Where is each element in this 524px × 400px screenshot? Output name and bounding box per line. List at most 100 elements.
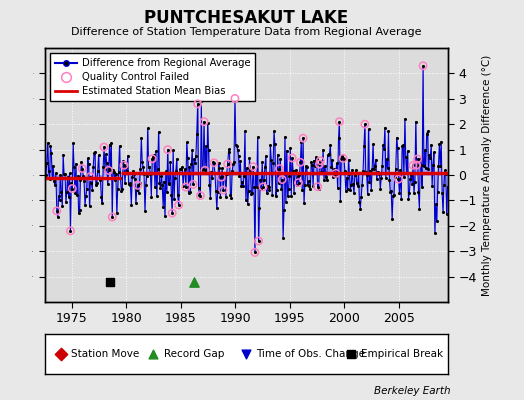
Point <box>394 176 402 182</box>
Point <box>399 142 407 148</box>
Point <box>221 171 229 177</box>
Point <box>213 188 222 195</box>
Point <box>211 170 219 176</box>
Point <box>46 143 54 149</box>
Point <box>313 184 322 190</box>
Point <box>391 166 400 172</box>
Point <box>422 164 430 171</box>
Point <box>50 178 58 185</box>
Point <box>296 159 304 166</box>
Point <box>279 235 287 241</box>
Point <box>120 162 128 168</box>
Point <box>394 144 402 151</box>
Point <box>156 185 165 191</box>
Text: Empirical Break: Empirical Break <box>361 349 443 359</box>
Point <box>322 173 330 180</box>
Point <box>328 157 336 163</box>
Point <box>397 196 406 202</box>
Point <box>353 183 362 189</box>
Point <box>238 179 246 186</box>
Point <box>307 159 315 166</box>
Point <box>147 194 156 200</box>
Point <box>411 118 420 125</box>
Point <box>218 165 226 172</box>
Point <box>57 189 66 196</box>
Point <box>104 167 113 174</box>
Point <box>166 158 174 165</box>
Point <box>188 147 196 154</box>
Point <box>200 118 208 125</box>
Point <box>352 167 360 174</box>
Point <box>247 191 256 197</box>
Point <box>406 176 414 182</box>
Point <box>374 168 382 175</box>
Point <box>385 176 394 183</box>
Point <box>94 152 103 158</box>
Point <box>69 140 78 146</box>
Point <box>113 210 121 216</box>
Point <box>281 199 290 205</box>
Point <box>298 187 307 194</box>
Point <box>422 131 431 137</box>
Point <box>234 153 243 160</box>
Point <box>148 156 157 162</box>
Point <box>419 62 427 69</box>
Point <box>63 174 72 180</box>
Point <box>87 180 95 186</box>
Point <box>292 167 300 173</box>
Point <box>275 180 283 186</box>
Point <box>52 170 60 176</box>
Point <box>380 146 388 152</box>
Point <box>213 204 221 211</box>
Point <box>293 173 302 180</box>
Point <box>291 167 299 174</box>
Point <box>88 187 96 193</box>
Point <box>118 185 126 192</box>
Point <box>416 156 424 162</box>
Point <box>275 166 283 172</box>
Point <box>172 168 180 174</box>
Point <box>190 156 198 162</box>
Point <box>236 158 245 164</box>
Point <box>85 203 94 209</box>
Point <box>375 170 384 176</box>
Point <box>80 178 88 184</box>
Point <box>41 162 49 169</box>
Point <box>285 173 293 179</box>
Point <box>210 160 218 166</box>
Point <box>323 152 332 158</box>
Point <box>138 159 146 166</box>
Point <box>296 159 304 166</box>
Point <box>192 153 200 160</box>
Point <box>267 157 276 163</box>
Point <box>81 202 89 208</box>
Point <box>125 180 134 186</box>
Point <box>299 135 307 141</box>
Point <box>278 176 287 183</box>
Point <box>133 187 141 193</box>
Point <box>225 146 234 152</box>
Point <box>237 183 245 189</box>
Point <box>384 164 392 171</box>
Point <box>144 125 152 132</box>
Point <box>254 134 262 140</box>
Point <box>356 206 365 212</box>
Point <box>312 155 321 162</box>
Point <box>300 200 308 206</box>
Point <box>380 124 389 131</box>
Point <box>254 238 263 244</box>
Point <box>361 121 369 127</box>
Point <box>391 174 399 180</box>
Point <box>246 166 255 173</box>
Point <box>83 186 91 192</box>
Point <box>242 196 250 203</box>
Point <box>304 178 313 185</box>
Point <box>286 144 294 151</box>
Point <box>176 169 184 176</box>
Point <box>134 182 142 188</box>
Point <box>387 188 396 194</box>
Point <box>45 168 53 175</box>
Point <box>401 154 410 161</box>
Point <box>168 210 177 216</box>
Point <box>206 195 214 201</box>
